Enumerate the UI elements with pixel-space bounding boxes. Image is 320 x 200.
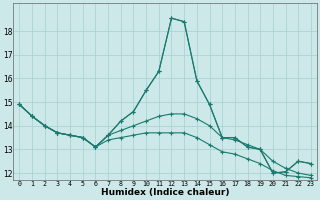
X-axis label: Humidex (Indice chaleur): Humidex (Indice chaleur): [101, 188, 229, 197]
